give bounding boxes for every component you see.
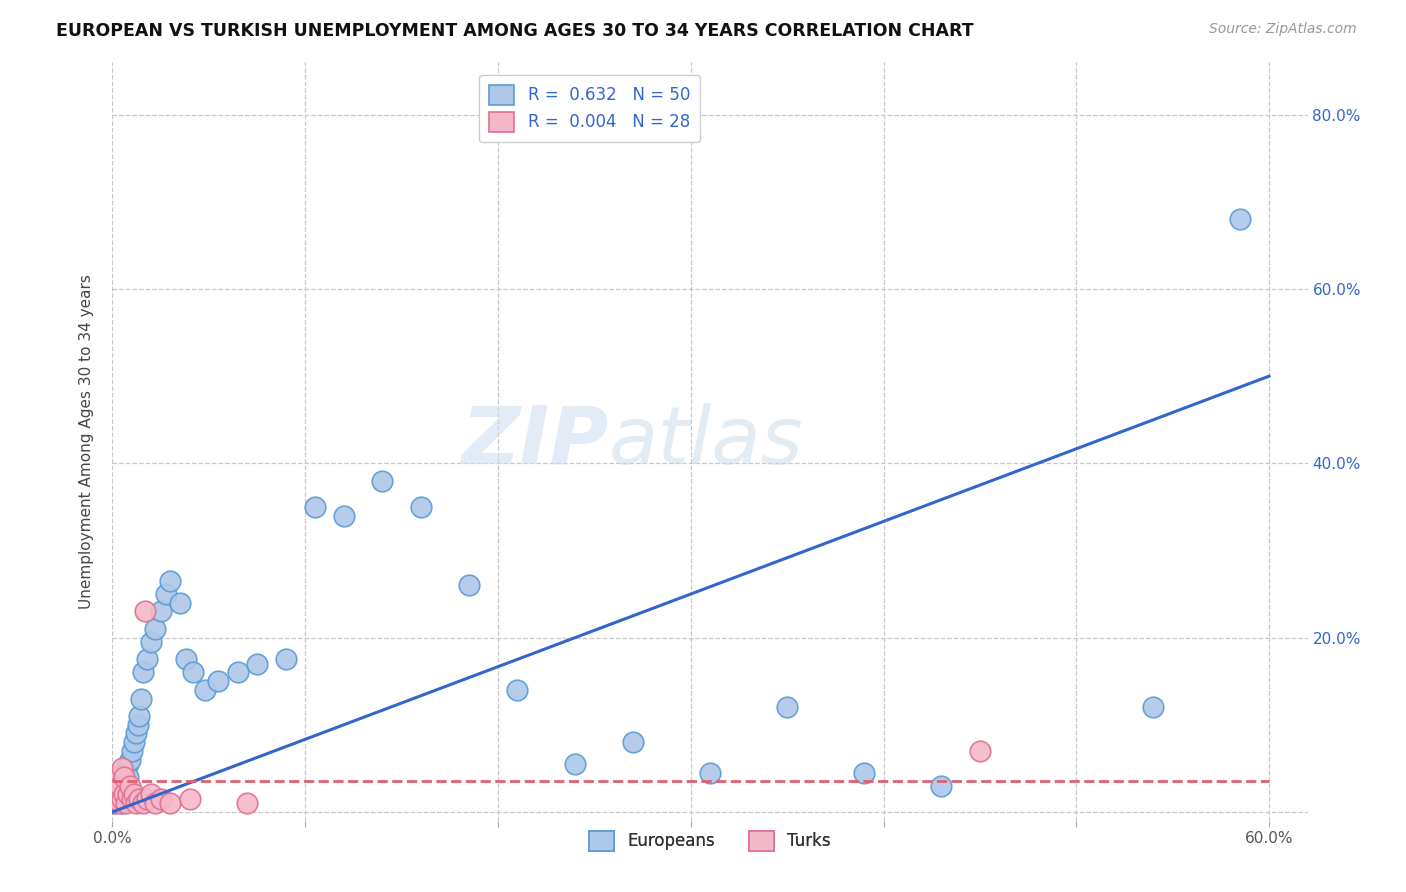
Point	[207, 674, 229, 689]
Point	[117, 788, 139, 802]
Point	[112, 788, 135, 802]
Point	[124, 796, 146, 810]
Point	[183, 665, 205, 680]
Point	[108, 774, 131, 789]
Point	[112, 783, 135, 797]
Point	[111, 770, 134, 784]
Point	[149, 792, 172, 806]
Point	[103, 796, 125, 810]
Point	[111, 761, 134, 775]
Point	[115, 796, 138, 810]
Point	[117, 770, 139, 784]
Point	[128, 709, 150, 723]
Text: atlas: atlas	[609, 402, 803, 481]
Point	[621, 735, 644, 749]
Point	[371, 474, 394, 488]
Point	[132, 665, 155, 680]
Point	[112, 765, 135, 780]
Point	[105, 792, 128, 806]
Point	[564, 756, 586, 771]
Point	[112, 770, 135, 784]
Point	[304, 500, 326, 514]
Point	[127, 718, 149, 732]
Point	[159, 796, 181, 810]
Point	[122, 788, 145, 802]
Point	[159, 574, 181, 588]
Point	[115, 779, 138, 793]
Point	[107, 783, 129, 797]
Point	[117, 756, 139, 771]
Point	[333, 508, 356, 523]
Point	[108, 779, 131, 793]
Point	[107, 792, 129, 806]
Point	[1142, 700, 1164, 714]
Point	[969, 744, 991, 758]
Point	[506, 682, 529, 697]
Point	[131, 691, 153, 706]
Point	[111, 792, 134, 806]
Text: EUROPEAN VS TURKISH UNEMPLOYMENT AMONG AGES 30 TO 34 YEARS CORRELATION CHART: EUROPEAN VS TURKISH UNEMPLOYMENT AMONG A…	[56, 22, 974, 40]
Point	[179, 792, 201, 806]
Point	[136, 792, 159, 806]
Point	[931, 779, 953, 793]
Point	[174, 652, 197, 666]
Point	[103, 796, 125, 810]
Point	[118, 753, 141, 767]
Point	[121, 744, 143, 758]
Point	[169, 596, 191, 610]
Point	[128, 792, 150, 806]
Point	[108, 788, 131, 802]
Point	[132, 796, 155, 810]
Point	[136, 652, 159, 666]
Text: Source: ZipAtlas.com: Source: ZipAtlas.com	[1209, 22, 1357, 37]
Point	[139, 788, 162, 802]
Point	[458, 578, 481, 592]
Point	[226, 665, 249, 680]
Point	[134, 605, 156, 619]
Point	[105, 783, 128, 797]
Point	[107, 770, 129, 784]
Point	[1229, 212, 1251, 227]
Point	[246, 657, 269, 671]
Legend: Europeans, Turks: Europeans, Turks	[582, 824, 838, 858]
Point	[776, 700, 799, 714]
Point	[121, 792, 143, 806]
Point	[105, 788, 128, 802]
Point	[155, 587, 177, 601]
Point	[699, 765, 721, 780]
Point	[139, 635, 162, 649]
Point	[103, 788, 125, 802]
Text: ZIP: ZIP	[461, 402, 609, 481]
Y-axis label: Unemployment Among Ages 30 to 34 years: Unemployment Among Ages 30 to 34 years	[79, 274, 94, 609]
Point	[111, 796, 134, 810]
Point	[124, 726, 146, 740]
Point	[143, 796, 166, 810]
Point	[274, 652, 297, 666]
Point	[236, 796, 259, 810]
Point	[118, 779, 141, 793]
Point	[143, 622, 166, 636]
Point	[107, 779, 129, 793]
Point	[122, 735, 145, 749]
Point	[853, 765, 876, 780]
Point	[149, 605, 172, 619]
Point	[194, 682, 217, 697]
Point	[409, 500, 432, 514]
Point	[108, 796, 131, 810]
Point	[105, 774, 128, 789]
